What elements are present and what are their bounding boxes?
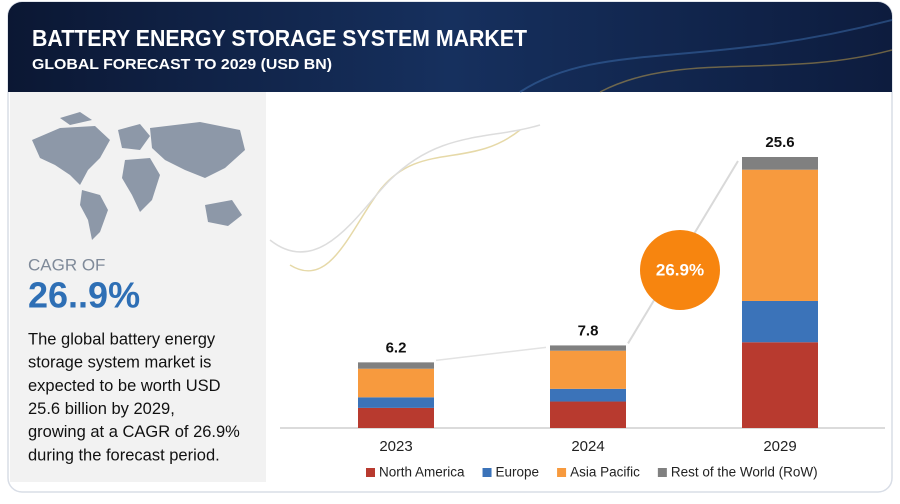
total-label: 7.8 xyxy=(578,322,599,339)
legend-label: North America xyxy=(379,465,465,480)
legend-swatch xyxy=(366,468,375,477)
cagr-label: CAGR OF xyxy=(28,255,105,274)
growth-arrow xyxy=(435,346,547,362)
legend-swatch xyxy=(557,468,567,477)
bar-segment xyxy=(550,401,626,428)
total-label: 25.6 xyxy=(765,134,794,151)
legend-label: Rest of the World (RoW) xyxy=(671,465,818,480)
bar-segment xyxy=(358,397,434,408)
bar-segment xyxy=(742,169,818,301)
decor xyxy=(269,124,541,253)
legend-label: Asia Pacific xyxy=(570,465,640,480)
bar-segment xyxy=(742,157,818,170)
title: BATTERY ENERGY STORAGE SYSTEM MARKET xyxy=(32,25,527,51)
subtitle: GLOBAL FORECAST TO 2029 (USD BN) xyxy=(32,56,332,73)
bar-segment xyxy=(742,342,818,428)
bar-segment xyxy=(550,388,626,402)
description-line: growing at a CAGR of 26.9% xyxy=(28,423,240,441)
description-line: 25.6 billion by 2029, xyxy=(28,400,175,418)
bar-segment xyxy=(358,407,434,428)
bar-segment xyxy=(358,368,434,398)
cagr-value: 26..9% xyxy=(28,275,140,316)
decor xyxy=(519,19,893,93)
legend-label: Europe xyxy=(496,465,540,480)
description-line: storage system market is xyxy=(28,354,211,372)
cagr-annotation: 26.9% xyxy=(656,260,704,279)
bar-segment xyxy=(358,362,434,369)
bar-segment xyxy=(550,350,626,389)
bar-segment xyxy=(742,300,818,343)
description-line: during the forecast period. xyxy=(28,446,220,464)
bar-segment xyxy=(550,345,626,351)
description-line: expected to be worth USD xyxy=(28,377,221,395)
header-banner xyxy=(8,2,892,92)
x-tick-label: 2024 xyxy=(571,438,604,455)
x-tick-label: 2023 xyxy=(379,438,412,455)
decor xyxy=(599,49,893,93)
legend-swatch xyxy=(482,468,492,477)
cagr-bubble xyxy=(640,230,720,310)
legend-swatch xyxy=(657,468,667,477)
x-tick-label: 2029 xyxy=(763,438,796,455)
total-label: 6.2 xyxy=(386,339,407,356)
description-line: The global battery energy xyxy=(28,330,216,348)
world-map xyxy=(32,112,245,240)
